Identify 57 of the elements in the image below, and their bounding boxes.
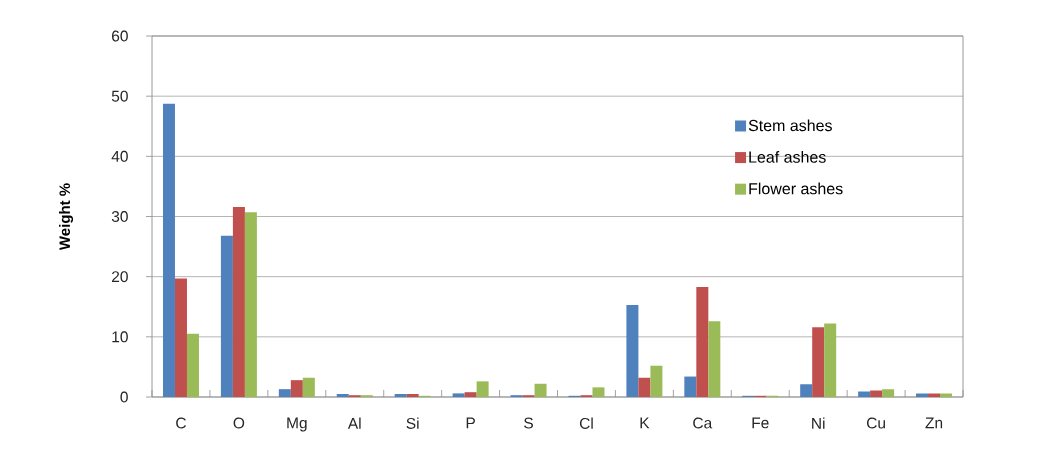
bar xyxy=(858,391,871,397)
bar xyxy=(824,323,837,397)
legend-label: Stem ashes xyxy=(748,119,832,132)
bar xyxy=(638,377,651,397)
x-tick-label: P xyxy=(466,417,475,429)
y-tick-label: 40 xyxy=(111,150,128,162)
x-tick-label: C xyxy=(176,417,186,429)
y-tick-label: 30 xyxy=(111,211,128,222)
bar xyxy=(684,376,697,397)
bar xyxy=(278,389,291,397)
bar xyxy=(476,381,489,397)
bar xyxy=(940,393,953,397)
bar xyxy=(592,387,605,397)
x-tick-label: Fe xyxy=(752,417,769,429)
x-tick-label: Zn xyxy=(925,417,943,429)
x-tick-label: Mg xyxy=(287,417,307,432)
bar xyxy=(464,392,477,397)
bar xyxy=(232,206,245,397)
bar xyxy=(696,286,709,397)
bar xyxy=(882,389,895,397)
x-tick-label: Ni xyxy=(812,417,825,429)
bar xyxy=(406,393,419,397)
bar xyxy=(186,333,199,397)
bar xyxy=(452,393,465,397)
x-tick-label: O xyxy=(233,417,245,429)
x-tick-label: Si xyxy=(406,417,419,429)
y-tick-label: 10 xyxy=(112,331,128,343)
x-tick-label: Cl xyxy=(579,417,593,429)
bar xyxy=(708,321,721,397)
bar xyxy=(290,380,303,397)
x-tick-label: Ca xyxy=(693,417,713,429)
x-tick-label: K xyxy=(640,417,650,429)
bar xyxy=(650,365,663,397)
x-tick-label: Al xyxy=(347,417,361,429)
bar xyxy=(394,393,407,397)
bar xyxy=(220,235,233,397)
bar xyxy=(800,384,813,397)
bar xyxy=(928,393,941,397)
bar xyxy=(916,393,929,397)
legend-label: Leaf ashes xyxy=(749,151,826,163)
bar xyxy=(534,383,547,397)
bar xyxy=(244,212,257,397)
y-tick-label: 20 xyxy=(112,271,128,283)
y-axis-title: Weight % xyxy=(59,183,74,251)
bar xyxy=(302,377,315,397)
bar xyxy=(174,278,187,397)
bar xyxy=(336,393,349,397)
bar xyxy=(626,304,639,397)
legend-label: Flower ashes xyxy=(749,182,843,195)
bar xyxy=(162,103,175,397)
bar xyxy=(812,327,825,397)
y-tick-label: 50 xyxy=(111,90,128,102)
y-tick-label: 60 xyxy=(112,30,128,42)
x-tick-label: S xyxy=(524,417,533,429)
bar xyxy=(870,390,883,397)
x-tick-label: Cu xyxy=(866,417,885,429)
y-tick-label: 0 xyxy=(120,391,128,403)
